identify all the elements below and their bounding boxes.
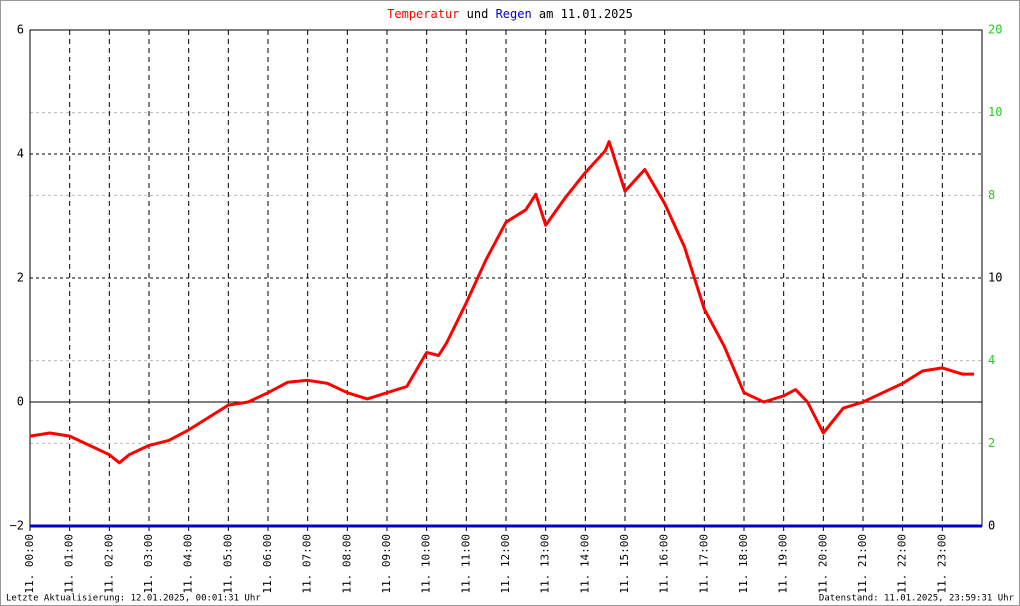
x-tick-label: 11. 17:00 <box>697 534 710 594</box>
chart-title: Temperatur und Regen am 11.01.2025 <box>387 7 633 21</box>
y2-tick-label: 10 <box>988 105 1002 119</box>
x-tick-label: 11. 22:00 <box>896 534 909 594</box>
x-tick-label: 11. 01:00 <box>63 534 76 594</box>
x-tick-label: 11. 10:00 <box>420 534 433 594</box>
x-tick-label: 11. 06:00 <box>261 534 274 594</box>
x-tick-label: 11. 12:00 <box>499 534 512 594</box>
y-tick-label: 6 <box>17 23 24 37</box>
y2-tick-label: 20 <box>988 23 1002 37</box>
y2-tick-label: 10 <box>988 271 1002 285</box>
y2-tick-label: 0 <box>988 519 995 533</box>
x-tick-label: 11. 03:00 <box>142 534 155 594</box>
y2-tick-label: 8 <box>988 188 995 202</box>
y2-tick-label: 2 <box>988 436 995 450</box>
x-tick-label: 11. 13:00 <box>539 534 552 594</box>
x-tick-label: 11. 07:00 <box>301 534 314 594</box>
x-tick-label: 11. 11:00 <box>459 534 472 594</box>
x-tick-label: 11. 20:00 <box>816 534 829 594</box>
footer-right: Datenstand: 11.01.2025, 23:59:31 Uhr <box>819 594 1015 604</box>
title-date: am 11.01.2025 <box>539 7 633 21</box>
x-tick-label: 11. 14:00 <box>578 534 591 594</box>
series-line <box>29 140 975 465</box>
y2-tick-label: 4 <box>988 353 995 367</box>
footer-left: Letzte Aktualisierung: 12.01.2025, 00:01… <box>6 594 261 604</box>
title-temp: Temperatur <box>387 7 459 21</box>
x-tick-label: 11. 23:00 <box>935 534 948 594</box>
x-tick-label: 11. 21:00 <box>856 534 869 594</box>
x-tick-label: 11. 02:00 <box>102 534 115 594</box>
x-tick-label: 11. 15:00 <box>618 534 631 594</box>
y-tick-label: 2 <box>17 271 24 285</box>
title-connector: und <box>467 7 489 21</box>
y-tick-label: −2 <box>10 519 24 533</box>
x-tick-label: 11. 00:00 <box>23 534 36 594</box>
x-tick-label: 11. 08:00 <box>340 534 353 594</box>
x-tick-label: 11. 19:00 <box>777 534 790 594</box>
y-tick-label: 0 <box>17 395 24 409</box>
title-rain: Regen <box>496 7 532 21</box>
x-tick-label: 11. 04:00 <box>182 534 195 594</box>
x-tick-label: 11. 18:00 <box>737 534 750 594</box>
y-tick-label: 4 <box>17 147 24 161</box>
x-tick-label: 11. 05:00 <box>221 534 234 594</box>
x-tick-label: 11. 09:00 <box>380 534 393 594</box>
x-tick-label: 11. 16:00 <box>658 534 671 594</box>
